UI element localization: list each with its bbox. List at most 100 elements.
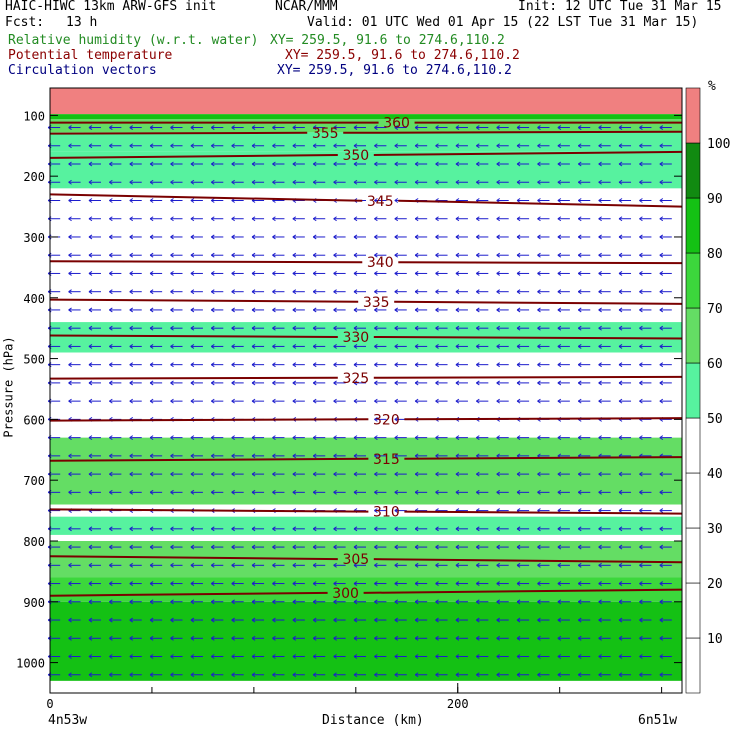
vector-arrow-640 [455, 489, 468, 495]
vector-arrow-695 [312, 526, 326, 532]
vector-arrow-213 [598, 234, 611, 240]
vector-arrow-355 [333, 325, 346, 331]
vector-arrow-454 [455, 380, 468, 386]
fcst-label: Fcst: [5, 15, 45, 30]
vector-arrow-626 [170, 489, 183, 495]
field-xy-rh: XY= 259.5, 91.6 to 274.6,110.2 [270, 33, 505, 48]
vector-arrow-540 [312, 435, 326, 441]
vector-arrow-75 [312, 161, 326, 167]
vector-arrow-426 [516, 362, 530, 368]
vector-arrow-335 [557, 307, 570, 313]
vector-arrow-710 [618, 526, 632, 532]
vector-arrow-283 [129, 289, 142, 295]
vector-arrow-683 [68, 526, 81, 532]
vector-arrow-455 [476, 380, 489, 386]
vector-arrow-305 [577, 289, 591, 295]
vector-arrow-748 [129, 562, 142, 568]
vector-arrow-852 [353, 617, 366, 623]
vector-arrow-637 [394, 489, 407, 495]
vector-arrow-701 [435, 526, 448, 532]
vector-arrow-371 [659, 325, 672, 331]
vector-arrow-919 [455, 654, 468, 659]
vector-arrow-933 [109, 672, 122, 678]
vector-arrow-302 [516, 289, 530, 295]
vector-arrow-799 [537, 581, 550, 586]
vector-arrow-441 [190, 380, 203, 386]
vector-arrow-153 [639, 198, 652, 203]
vector-arrow-900 [68, 654, 81, 659]
vector-arrow-418 [353, 362, 366, 368]
vector-arrow-442 [211, 380, 224, 386]
vector-arrow-814 [211, 599, 224, 605]
vector-arrow-767 [516, 562, 530, 568]
colorbar-segment-50 [685, 362, 701, 419]
vector-arrow-32 [68, 143, 81, 149]
vector-arrow-336 [577, 307, 591, 313]
vector-arrow-74 [292, 161, 305, 167]
vector-arrow-266 [414, 271, 428, 276]
vector-arrow-312 [88, 307, 101, 313]
vector-arrow-140 [374, 198, 387, 203]
vector-arrow-574 [374, 453, 387, 459]
vector-arrow-125 [68, 198, 81, 203]
vector-arrow-650 [659, 489, 672, 495]
vector-arrow-741 [618, 544, 632, 550]
vector-arrow-863 [577, 617, 591, 623]
vector-arrow-927 [618, 654, 632, 659]
vector-arrow-230 [312, 252, 326, 258]
vector-arrow-478 [312, 398, 326, 404]
theta-label-340: 340 [367, 255, 394, 271]
model-title: HAIC-HIWC 13km ARW-GFS init [5, 0, 217, 14]
vector-arrow-895 [598, 635, 611, 641]
vector-arrow-762 [414, 562, 428, 568]
vector-arrow-830 [537, 599, 550, 605]
vector-arrow-876 [211, 635, 224, 641]
vector-arrow-865 [618, 617, 632, 623]
vector-arrow-894 [577, 635, 591, 641]
rh-band-6 [50, 437, 682, 505]
y-tick-label-1000: 1000 [16, 657, 45, 671]
fcst-value: 13 h [66, 15, 98, 30]
vector-arrow-920 [476, 654, 489, 659]
vector-arrow-428 [557, 362, 570, 368]
vector-arrow-195 [231, 234, 244, 240]
vector-arrow-622 [88, 489, 101, 495]
vector-arrow-209 [516, 234, 530, 240]
vector-arrow-484 [435, 398, 448, 404]
vector-arrow-786 [272, 581, 285, 586]
vector-arrow-99 [170, 179, 183, 185]
vector-arrow-171 [374, 216, 387, 222]
vector-arrow-294 [353, 289, 366, 295]
vector-arrow-82 [455, 161, 468, 167]
x-tick-label-0: 0 [46, 697, 53, 711]
vector-arrow-686 [129, 526, 142, 532]
vector-arrow-623 [109, 489, 122, 495]
vector-arrow-258 [251, 271, 265, 276]
vector-arrow-608 [435, 471, 448, 477]
vector-arrow-157 [88, 216, 101, 222]
vector-arrow-87 [557, 161, 570, 167]
vector-arrow-201 [353, 234, 366, 240]
vector-arrow-842 [149, 617, 163, 623]
theta-label-325: 325 [342, 371, 369, 387]
vector-arrow-437 [109, 380, 122, 386]
vector-arrow-374 [88, 344, 101, 349]
vector-arrow-709 [598, 526, 611, 532]
vector-arrow-116 [516, 179, 530, 185]
vector-arrow-100 [190, 179, 203, 185]
vector-arrow-175 [455, 216, 468, 222]
vector-arrow-369 [618, 325, 632, 331]
vector-arrow-389 [394, 344, 407, 349]
vector-arrow-958 [618, 672, 632, 678]
vector-arrow-115 [496, 179, 509, 185]
colorbar-segment-100 [685, 87, 701, 144]
vector-arrow-236 [435, 252, 448, 258]
vector-arrow-238 [476, 252, 489, 258]
vector-arrow-649 [639, 489, 652, 495]
vector-arrow-163 [211, 216, 224, 222]
vector-arrow-610 [476, 471, 489, 477]
field-name-rh: Relative humidity (w.r.t. water) [8, 33, 259, 48]
theta-label-355: 355 [312, 126, 339, 142]
vector-arrow-340 [659, 307, 672, 313]
theta-label-320: 320 [373, 412, 400, 428]
